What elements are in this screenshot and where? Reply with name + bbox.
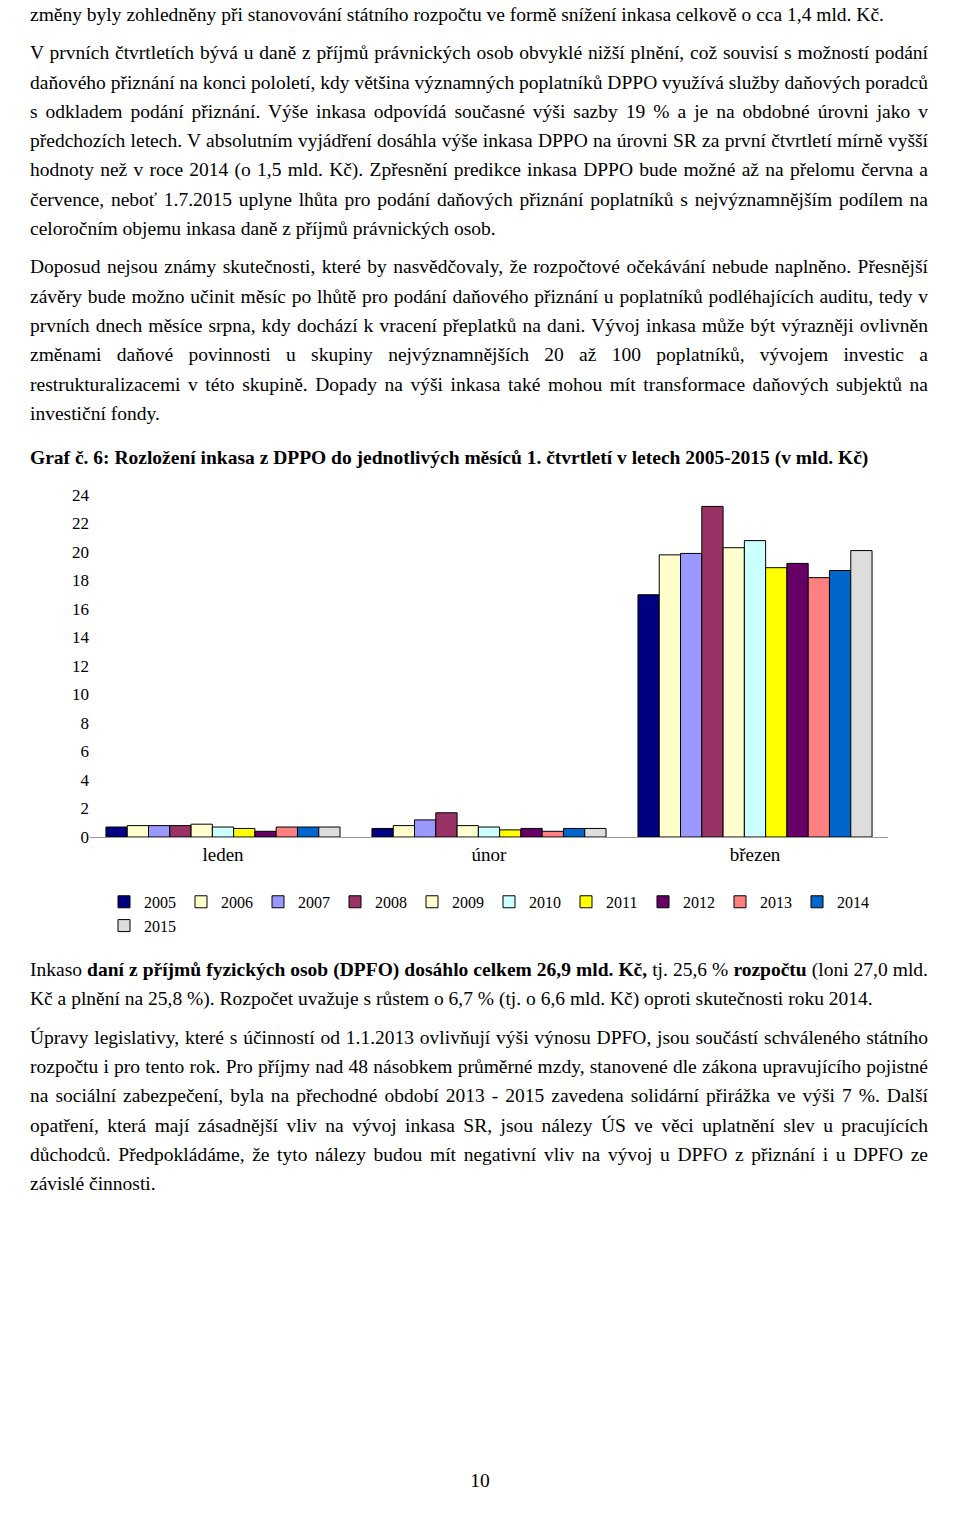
svg-text:4: 4: [81, 771, 90, 790]
svg-text:2009: 2009: [452, 894, 484, 911]
svg-text:2010: 2010: [529, 894, 561, 911]
svg-text:2011: 2011: [606, 894, 637, 911]
svg-text:20: 20: [72, 543, 89, 562]
svg-text:březen: březen: [730, 844, 781, 865]
html-text:Doposud nejsou známy skutečnos: Doposud nejsou známy skutečnosti, které …: [30, 256, 928, 424]
svg-text:2015: 2015: [144, 918, 176, 935]
svg-text:2006: 2006: [221, 894, 253, 911]
svg-text:2008: 2008: [375, 894, 407, 911]
svg-text:0: 0: [81, 828, 90, 847]
svg-text:24: 24: [72, 486, 90, 505]
svg-text:2014: 2014: [837, 894, 869, 911]
svg-text:12: 12: [72, 657, 89, 676]
html-text:Graf č. 6: Rozložení inkasa z: Graf č. 6: Rozložení inkasa z DPPO do je…: [30, 447, 869, 469]
html-text:V prvních čtvrtletích bývá u d: V prvních čtvrtletích bývá u daně z příj…: [30, 42, 928, 240]
html-text:10: 10: [470, 1470, 490, 1491]
svg-text:10: 10: [72, 686, 89, 705]
svg-text:6: 6: [81, 743, 90, 762]
svg-text:2: 2: [81, 800, 90, 819]
svg-text:únor: únor: [472, 844, 508, 865]
html-text:změny byly zohledněny při stan: změny byly zohledněny při stanovování st…: [30, 4, 884, 25]
svg-text:18: 18: [72, 572, 89, 591]
svg-text:2005: 2005: [144, 894, 176, 911]
svg-text:leden: leden: [202, 844, 244, 865]
svg-text:8: 8: [81, 714, 90, 733]
html-text:Inkaso daní z příjmů fyzických: Inkaso daní z příjmů fyzických osob (DPF…: [30, 959, 928, 1010]
svg-text:14: 14: [72, 629, 90, 648]
svg-text:2013: 2013: [760, 894, 792, 911]
html-text:Úpravy legislativy, které s úč: Úpravy legislativy, které s účinností od…: [30, 1026, 928, 1195]
svg-text:22: 22: [72, 515, 89, 534]
svg-text:2007: 2007: [298, 894, 330, 911]
svg-text:2012: 2012: [683, 894, 715, 911]
svg-text:16: 16: [72, 600, 89, 619]
